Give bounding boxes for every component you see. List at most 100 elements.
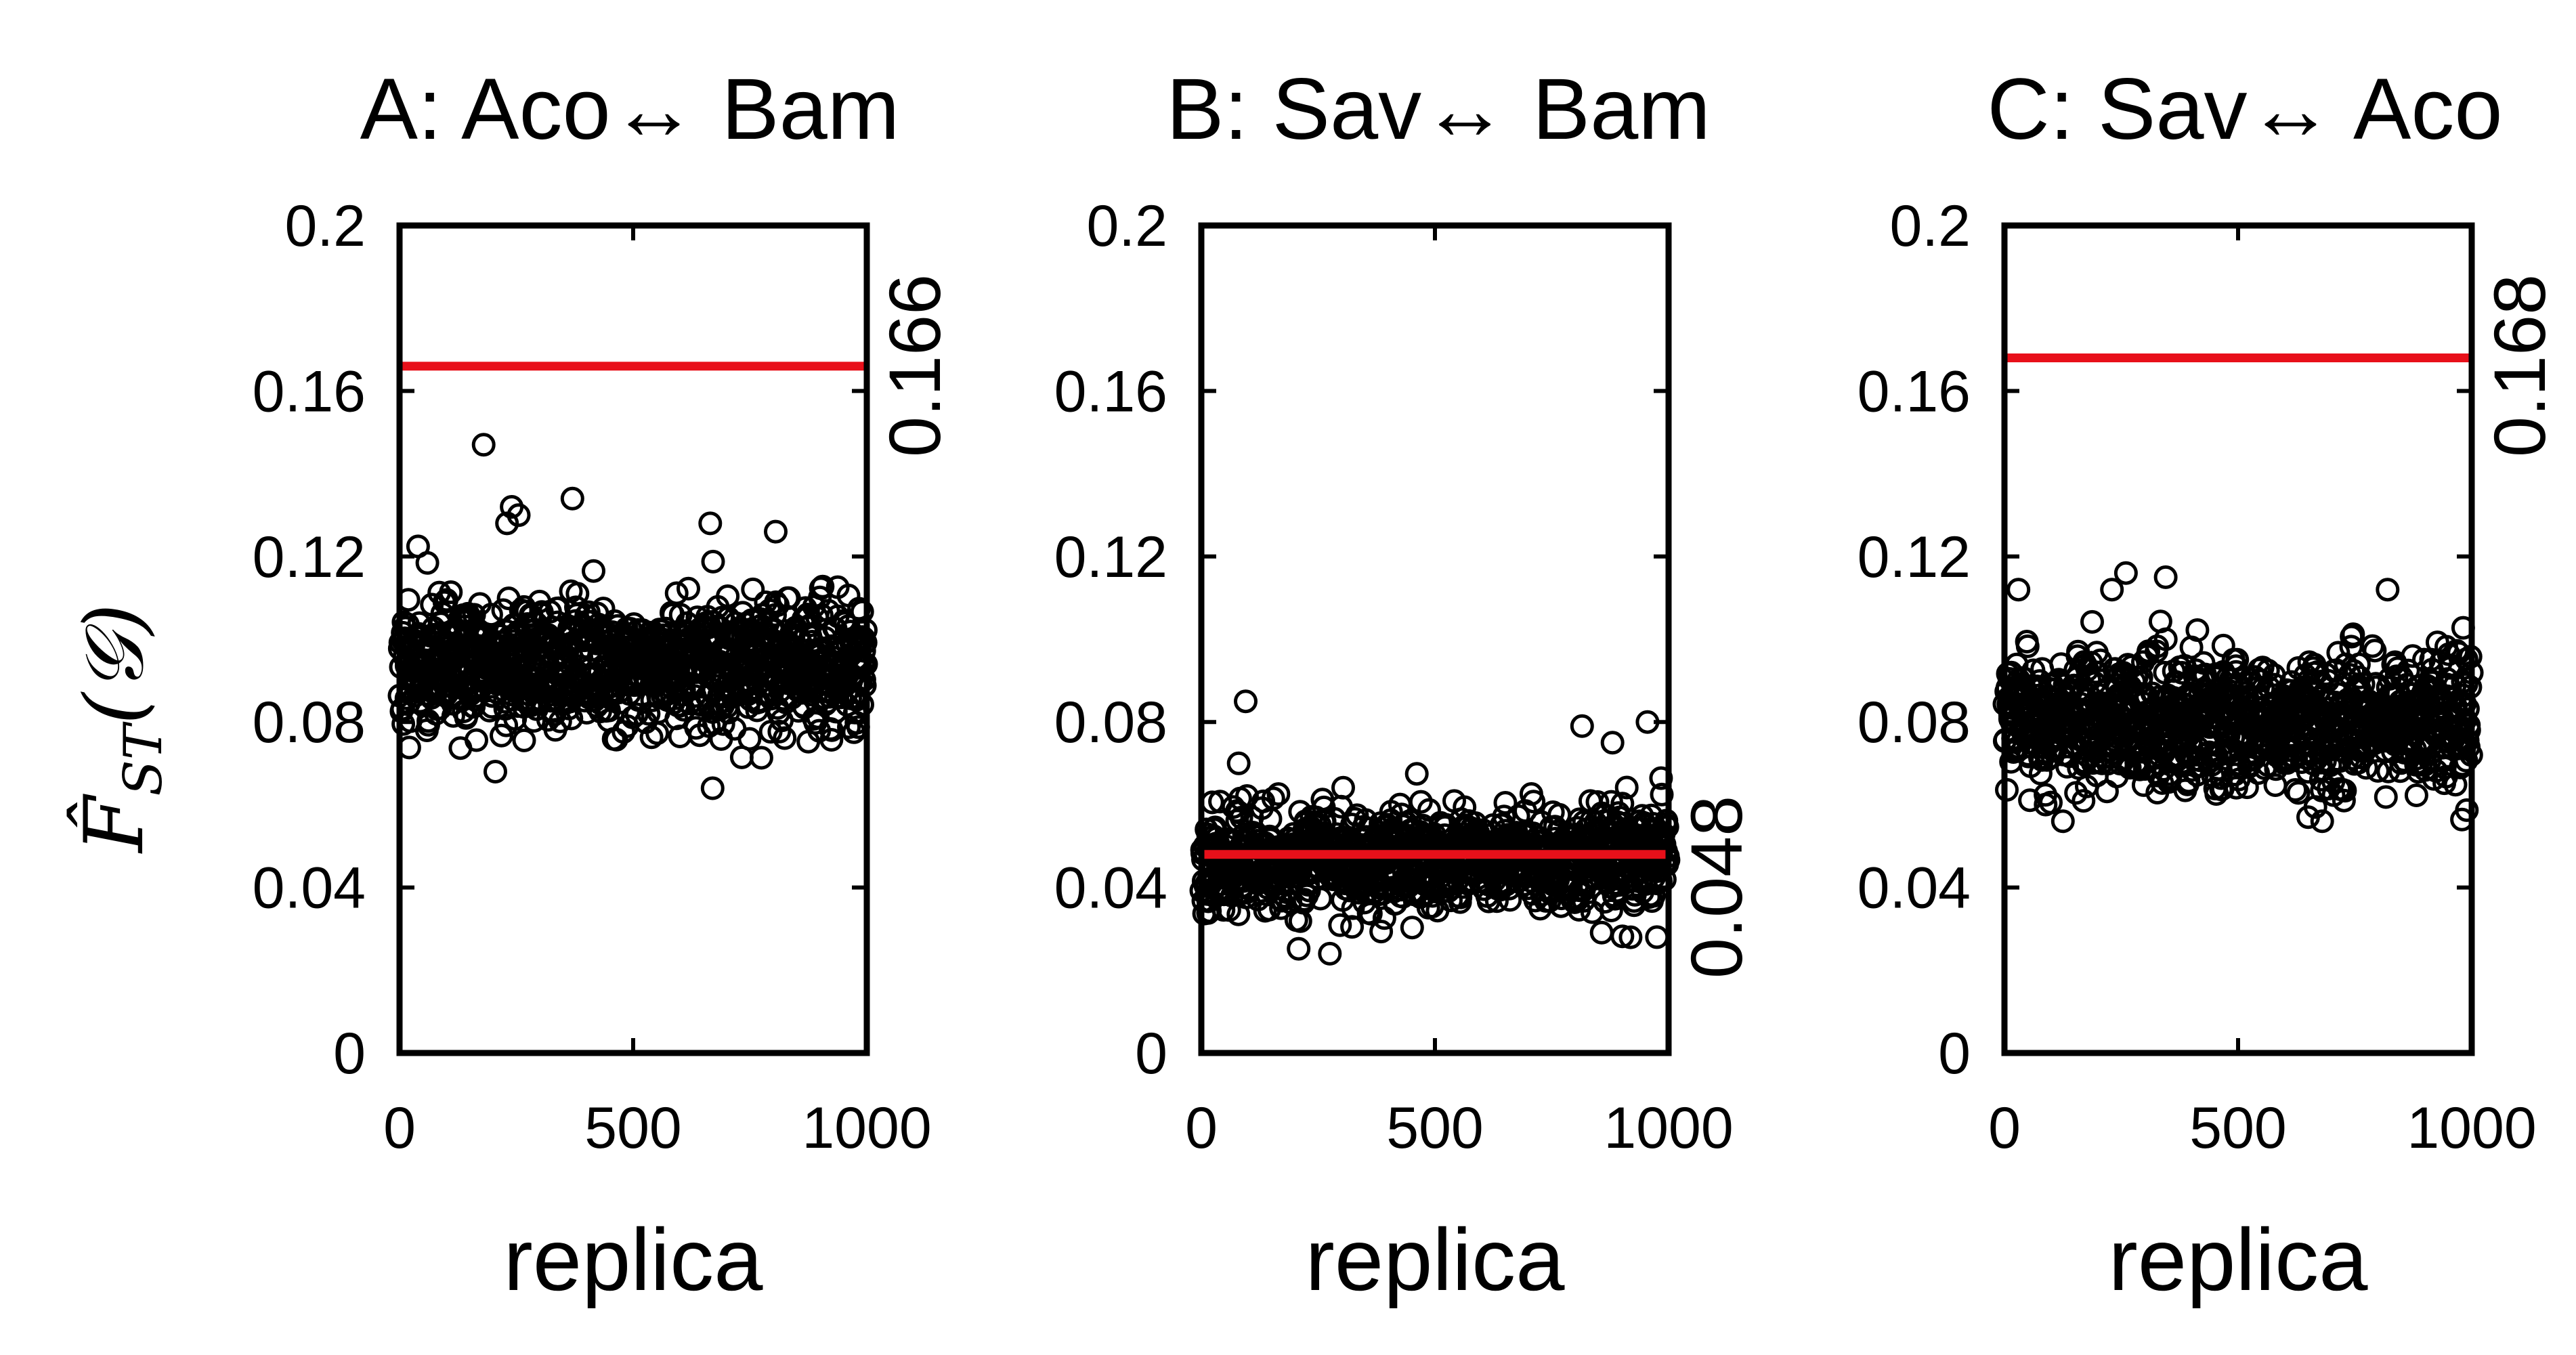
y-tick-label: 0.2 <box>1889 194 1971 259</box>
data-point <box>507 503 531 528</box>
panel-1: A: Aco↔ Bam 0.166 0 0.04 0.08 0.12 0.16 0.2 0 500… <box>253 61 956 1309</box>
y-axis-label: F̂ST(𝒢) <box>66 603 174 854</box>
y-tick-label: 0 <box>1938 1021 1971 1086</box>
data-point <box>773 726 797 750</box>
y-tick-label: 0 <box>1135 1021 1167 1086</box>
data-point <box>2455 798 2479 822</box>
data-point <box>819 728 844 752</box>
x-axis-label: replica <box>2109 1210 2369 1309</box>
data-point <box>2341 622 2365 647</box>
y-tick-label: 0.2 <box>284 194 366 259</box>
data-point <box>1589 920 1614 945</box>
data-point <box>2153 627 2178 651</box>
data-point <box>1614 775 1639 800</box>
data-point <box>2332 788 2356 813</box>
x-axis-label: replica <box>1306 1210 1566 1309</box>
data-point <box>2080 609 2104 634</box>
data-point <box>767 719 792 744</box>
data-point <box>749 746 773 770</box>
y-tick-label: 0.2 <box>1086 194 1167 259</box>
data-point <box>1308 886 1333 911</box>
data-point <box>2015 634 2040 658</box>
data-point <box>1225 809 1249 833</box>
data-point <box>698 511 723 536</box>
data-point <box>2028 761 2053 786</box>
data-point <box>465 728 488 752</box>
panels: A: Aco↔ Bam 0.166 0 0.04 0.08 0.12 0.16 0.2 0 500… <box>253 61 2560 1309</box>
data-point <box>2095 779 2119 804</box>
data-point <box>1493 791 1518 815</box>
x-tick-label: 0 <box>1988 1096 2021 1161</box>
data-point <box>1645 925 1669 949</box>
x-tick-label: 500 <box>2189 1096 2287 1161</box>
data-point <box>1331 775 1355 800</box>
data-point <box>2256 658 2280 683</box>
y-tick-label: 0.12 <box>253 525 366 590</box>
y-axis-label-subscript: ST <box>113 721 174 796</box>
panel-title: B: Sav↔ Bam <box>1166 61 1711 158</box>
data-point <box>521 709 546 733</box>
data-point <box>2185 618 2210 642</box>
data-point <box>1318 941 1342 966</box>
data-point <box>2374 785 2398 809</box>
data-point <box>560 486 584 511</box>
x-tick-label: 500 <box>584 1096 682 1161</box>
data-point <box>559 706 584 731</box>
data-point <box>1404 762 1429 786</box>
data-point <box>1618 925 1643 949</box>
data-point <box>2153 565 2178 589</box>
data-point <box>2432 756 2457 779</box>
y-tick-label: 0.16 <box>1054 359 1167 424</box>
data-point <box>2454 672 2478 696</box>
data-point <box>645 721 670 746</box>
x-tick-label: 0 <box>1185 1096 1218 1161</box>
x-tick-label: 1000 <box>802 1096 931 1161</box>
data-point <box>2333 779 2357 803</box>
data-point <box>1600 731 1625 755</box>
y-tick-label: 0 <box>333 1021 366 1086</box>
data-point <box>764 519 788 544</box>
x-tick-label: 0 <box>383 1096 416 1161</box>
data-point <box>2354 756 2378 780</box>
data-point <box>1369 920 1394 944</box>
data-points <box>1992 561 2484 834</box>
data-point <box>2100 578 2124 602</box>
data-point <box>2283 778 2308 802</box>
data-points <box>387 433 878 800</box>
plot-frame <box>1198 222 1672 1056</box>
data-point <box>711 712 735 736</box>
data-point <box>2039 790 2063 815</box>
data-point <box>677 576 700 601</box>
data-point <box>1498 888 1522 912</box>
data-point <box>1226 751 1251 775</box>
y-tick-label: 0.16 <box>1858 359 1971 424</box>
data-point <box>1234 689 1258 714</box>
data-point <box>1312 809 1337 834</box>
y-tick-label: 0.12 <box>1054 525 1167 590</box>
data-point <box>1261 786 1285 811</box>
data-point <box>701 549 725 574</box>
data-point <box>2286 781 2311 805</box>
data-point <box>1650 782 1674 806</box>
data-point <box>439 580 463 604</box>
data-point <box>2404 783 2428 807</box>
panel-2: B: Sav↔ Bam 0.048 0 0.04 0.08 0.12 0.16 0.2 0 500… <box>1054 61 1757 1309</box>
reference-value-label: 0.048 <box>1675 796 1757 978</box>
data-point <box>2225 647 2250 672</box>
x-axis-label: replica <box>504 1210 764 1309</box>
data-point <box>479 603 503 627</box>
y-tick-label: 0.04 <box>253 856 366 921</box>
data-point <box>1266 782 1291 806</box>
data-point <box>484 760 507 783</box>
data-point <box>1463 811 1487 835</box>
data-point <box>811 574 835 599</box>
panel-3: C: Sav↔ Aco 0.168 0 0.04 0.08 0.12 0.16 0.2 0 500… <box>1858 61 2560 1309</box>
y-tick-label: 0.04 <box>1858 856 1971 921</box>
panel-title: C: Sav↔ Aco <box>1987 61 2502 158</box>
data-point <box>2071 789 2096 813</box>
data-point <box>1235 784 1259 808</box>
data-point <box>2363 639 2387 663</box>
data-point <box>2365 758 2390 783</box>
data-point <box>2051 809 2075 834</box>
y-axis-label-argument: (𝒢) <box>68 603 162 725</box>
